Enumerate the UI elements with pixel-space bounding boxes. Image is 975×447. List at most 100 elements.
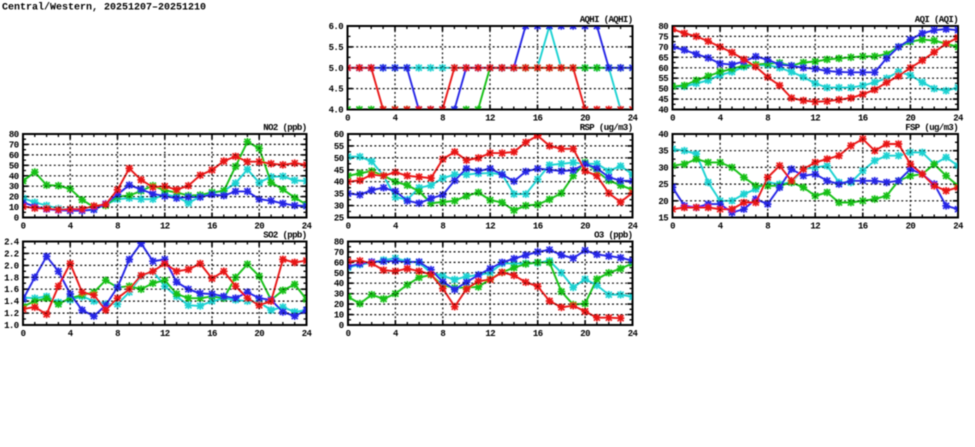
svg-text:5.0: 5.0 bbox=[329, 64, 344, 74]
svg-text:0: 0 bbox=[21, 221, 26, 231]
svg-text:0: 0 bbox=[670, 221, 675, 231]
svg-text:24: 24 bbox=[628, 329, 639, 339]
svg-text:4: 4 bbox=[68, 329, 74, 339]
svg-text:10: 10 bbox=[9, 203, 19, 213]
svg-text:0: 0 bbox=[346, 221, 351, 231]
svg-text:4: 4 bbox=[718, 221, 724, 231]
svg-text:30: 30 bbox=[9, 182, 19, 192]
svg-text:2.4: 2.4 bbox=[4, 238, 20, 248]
svg-text:40: 40 bbox=[658, 106, 668, 116]
svg-text:20: 20 bbox=[580, 329, 590, 339]
svg-text:10: 10 bbox=[334, 311, 344, 321]
svg-text:2.0: 2.0 bbox=[4, 261, 19, 271]
svg-text:35: 35 bbox=[334, 190, 344, 200]
svg-text:12: 12 bbox=[485, 113, 495, 123]
svg-text:30: 30 bbox=[334, 202, 344, 212]
svg-text:24: 24 bbox=[953, 221, 964, 231]
svg-text:80: 80 bbox=[658, 22, 668, 32]
svg-text:25: 25 bbox=[334, 214, 344, 224]
svg-text:4: 4 bbox=[393, 113, 399, 123]
svg-text:1.2: 1.2 bbox=[4, 309, 19, 319]
svg-text:24: 24 bbox=[628, 221, 639, 231]
svg-text:4: 4 bbox=[393, 221, 399, 231]
svg-text:12: 12 bbox=[485, 329, 495, 339]
svg-text:8: 8 bbox=[440, 221, 445, 231]
svg-text:75: 75 bbox=[658, 32, 668, 42]
svg-text:24: 24 bbox=[302, 221, 313, 231]
svg-text:0: 0 bbox=[346, 329, 351, 339]
svg-text:45: 45 bbox=[334, 166, 344, 176]
svg-text:24: 24 bbox=[953, 113, 964, 123]
svg-text:8: 8 bbox=[115, 221, 120, 231]
svg-text:16: 16 bbox=[207, 329, 217, 339]
svg-text:70: 70 bbox=[9, 140, 19, 150]
svg-text:4.5: 4.5 bbox=[329, 85, 344, 95]
svg-text:NO2 (ppb): NO2 (ppb) bbox=[263, 123, 306, 133]
svg-text:0: 0 bbox=[21, 329, 26, 339]
svg-text:4.0: 4.0 bbox=[329, 106, 344, 116]
svg-text:1.8: 1.8 bbox=[4, 273, 19, 283]
svg-text:60: 60 bbox=[9, 151, 19, 161]
svg-text:70: 70 bbox=[334, 248, 344, 258]
svg-text:80: 80 bbox=[334, 238, 344, 248]
svg-text:O3 (ppb): O3 (ppb) bbox=[594, 231, 632, 241]
svg-text:55: 55 bbox=[658, 74, 668, 84]
svg-text:0: 0 bbox=[345, 113, 350, 123]
svg-text:16: 16 bbox=[207, 221, 217, 231]
svg-text:45: 45 bbox=[658, 95, 668, 105]
svg-text:50: 50 bbox=[658, 85, 668, 95]
svg-text:60: 60 bbox=[334, 258, 344, 268]
svg-text:12: 12 bbox=[810, 221, 820, 231]
svg-text:16: 16 bbox=[533, 329, 543, 339]
svg-text:80: 80 bbox=[9, 130, 19, 140]
svg-text:20: 20 bbox=[580, 221, 590, 231]
svg-text:24: 24 bbox=[628, 113, 639, 123]
svg-text:30: 30 bbox=[658, 163, 668, 173]
svg-text:70: 70 bbox=[658, 43, 668, 53]
svg-text:20: 20 bbox=[580, 113, 590, 123]
svg-text:8: 8 bbox=[440, 113, 445, 123]
svg-text:20: 20 bbox=[9, 193, 19, 203]
svg-text:15: 15 bbox=[658, 214, 668, 224]
svg-text:20: 20 bbox=[906, 113, 916, 123]
svg-text:RSP (ug/m3): RSP (ug/m3) bbox=[580, 123, 633, 133]
svg-text:8: 8 bbox=[115, 329, 120, 339]
svg-text:16: 16 bbox=[858, 221, 868, 231]
svg-text:Central/Western, 20251207–2025: Central/Western, 20251207–20251210 bbox=[2, 2, 206, 14]
svg-text:50: 50 bbox=[334, 154, 344, 164]
svg-text:8: 8 bbox=[765, 221, 770, 231]
svg-text:1.6: 1.6 bbox=[4, 285, 19, 295]
svg-text:40: 40 bbox=[9, 172, 19, 182]
svg-text:SO2 (ppb): SO2 (ppb) bbox=[263, 231, 306, 241]
svg-text:40: 40 bbox=[334, 178, 344, 188]
svg-text:40: 40 bbox=[334, 279, 344, 289]
svg-text:FSP (ug/m3): FSP (ug/m3) bbox=[905, 123, 958, 133]
svg-text:60: 60 bbox=[334, 130, 344, 140]
svg-text:25: 25 bbox=[658, 180, 668, 190]
svg-text:20: 20 bbox=[254, 221, 264, 231]
svg-text:5.5: 5.5 bbox=[329, 43, 344, 53]
svg-text:16: 16 bbox=[533, 113, 543, 123]
svg-text:30: 30 bbox=[334, 290, 344, 300]
svg-text:AQI (AQI): AQI (AQI) bbox=[915, 15, 958, 25]
svg-text:0: 0 bbox=[670, 113, 675, 123]
svg-text:0: 0 bbox=[14, 214, 19, 224]
svg-text:4: 4 bbox=[68, 221, 74, 231]
svg-text:4: 4 bbox=[718, 113, 724, 123]
svg-text:55: 55 bbox=[334, 142, 344, 152]
svg-text:1.0: 1.0 bbox=[4, 321, 19, 331]
svg-text:20: 20 bbox=[334, 300, 344, 310]
svg-text:0: 0 bbox=[339, 321, 344, 331]
svg-text:16: 16 bbox=[858, 113, 868, 123]
svg-text:24: 24 bbox=[302, 329, 313, 339]
svg-text:50: 50 bbox=[9, 161, 19, 171]
svg-text:40: 40 bbox=[658, 130, 668, 140]
svg-text:12: 12 bbox=[485, 221, 495, 231]
svg-text:2.2: 2.2 bbox=[4, 249, 19, 259]
svg-text:20: 20 bbox=[658, 197, 668, 207]
svg-text:6.0: 6.0 bbox=[329, 22, 344, 32]
svg-text:8: 8 bbox=[440, 329, 445, 339]
svg-text:12: 12 bbox=[160, 329, 170, 339]
svg-text:50: 50 bbox=[334, 269, 344, 279]
svg-text:16: 16 bbox=[533, 221, 543, 231]
